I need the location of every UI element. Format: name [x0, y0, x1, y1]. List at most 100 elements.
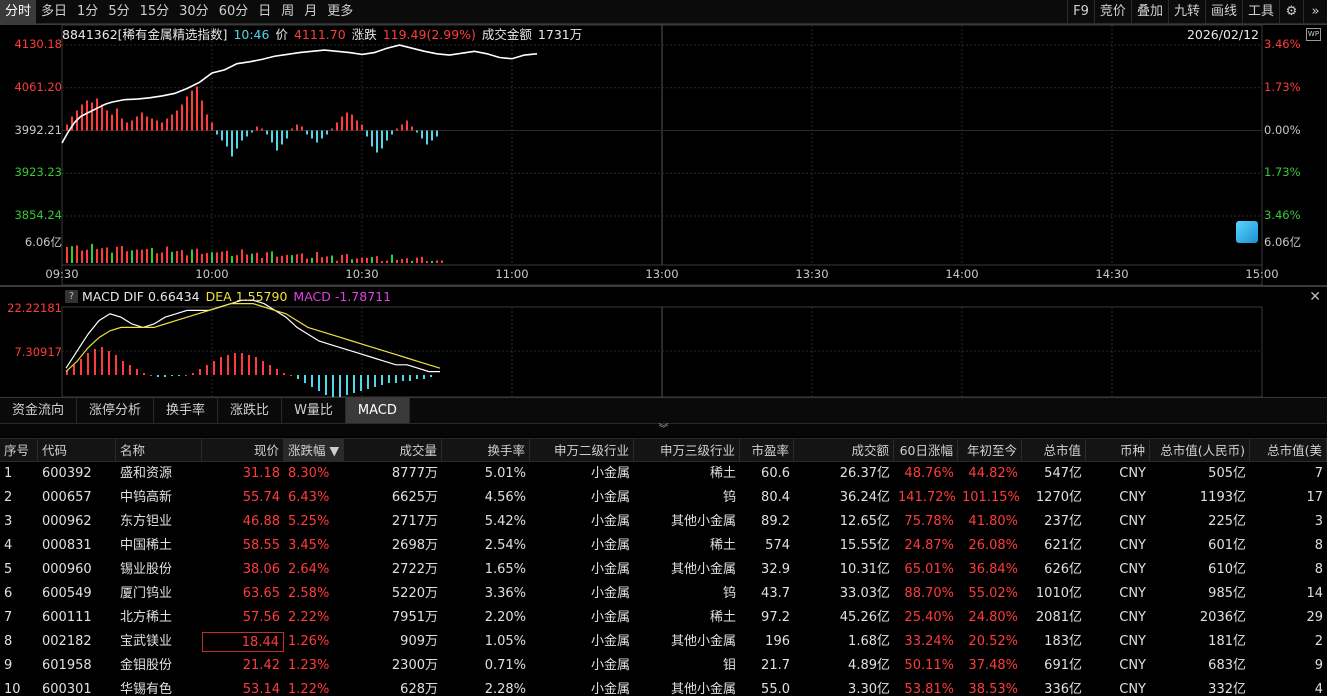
macd-histogram-bar: [318, 375, 320, 391]
price-line: [61, 44, 538, 144]
table-row[interactable]: 7 600111 北方稀土 57.56 2.22% 7951万 2.20% 小金属 稀土 97.2…: [0, 606, 1327, 630]
column-header[interactable]: 总市值(人民币): [1150, 439, 1250, 462]
price-axis-left-label: 3923.23: [14, 165, 62, 180]
column-header[interactable]: 申万三级行业: [634, 439, 740, 462]
column-header[interactable]: 年初至今: [958, 439, 1022, 462]
double-chevron-right-icon[interactable]: »: [1303, 0, 1327, 24]
breadth-bar: [161, 122, 163, 131]
column-header[interactable]: 总市值: [1022, 439, 1086, 462]
table-row[interactable]: 2 000657 中钨高新 55.74 6.43% 6625万 4.56% 小金属 钨 80.4 3…: [0, 486, 1327, 510]
table-cell: 628万: [400, 682, 438, 696]
tool-button[interactable]: 画线: [1204, 0, 1242, 24]
tool-button[interactable]: F9: [1067, 0, 1094, 24]
volume-bar: [421, 256, 423, 263]
breadth-bar: [416, 130, 418, 133]
table-cell: 小金属: [590, 562, 630, 577]
table-row[interactable]: 5 000960 锡业股份 38.06 2.64% 2722万 1.65% 小金属 其他小金属 3…: [0, 558, 1327, 582]
table-row[interactable]: 10 600301 华锡有色 53.14 1.22% 628万 2.28% 小金属 其他小金属 5…: [0, 678, 1327, 696]
period-tab[interactable]: 15分: [139, 4, 170, 19]
table-cell: 3: [1314, 514, 1323, 529]
column-header[interactable]: 名称: [116, 439, 202, 462]
breadth-bar: [211, 122, 213, 131]
gear-icon[interactable]: ⚙: [1279, 0, 1303, 24]
breadth-bar: [236, 130, 238, 149]
column-header[interactable]: 现价: [202, 439, 284, 462]
column-header[interactable]: 涨跌幅 ▼: [284, 439, 344, 462]
tool-button[interactable]: 叠加: [1130, 0, 1168, 24]
wp-icon[interactable]: WP: [1306, 28, 1321, 41]
period-tab[interactable]: 周: [281, 4, 295, 19]
indicator-tab[interactable]: 换手率: [154, 398, 219, 423]
column-header[interactable]: 币种: [1086, 439, 1150, 462]
period-tab[interactable]: 30分: [179, 4, 209, 19]
column-header[interactable]: 序号: [0, 439, 38, 462]
table-cell: 稀土: [709, 610, 736, 625]
period-tab[interactable]: 月: [304, 4, 318, 19]
column-header[interactable]: 市盈率: [740, 439, 794, 462]
indicator-tab[interactable]: W量比: [282, 398, 346, 423]
volume-bar: [366, 257, 368, 263]
table-cell: 小金属: [590, 538, 630, 553]
splitter-chevron-icon[interactable]: ︾: [0, 424, 1327, 436]
table-cell: 5.01%: [484, 466, 526, 481]
macd-histogram-bar: [185, 375, 187, 376]
table-cell: 36.84%: [968, 562, 1018, 577]
breadth-bar: [281, 130, 283, 145]
period-tab[interactable]: 5分: [108, 4, 130, 19]
table-cell: CNY: [1119, 490, 1146, 505]
table-cell: 1.65%: [484, 562, 526, 577]
period-tab[interactable]: 分时: [0, 0, 37, 24]
period-tab[interactable]: 多日: [41, 4, 68, 19]
breadth-bar: [71, 116, 73, 131]
intraday-price-chart[interactable]: 8841362[稀有金属精选指数] 10:46 价 4111.70 涨跌 119…: [0, 24, 1327, 286]
breadth-bar: [326, 130, 328, 135]
time-axis-label: 13:30: [795, 267, 829, 281]
column-header[interactable]: 总市值(美: [1250, 439, 1327, 462]
table-row[interactable]: 8 002182 宝武镁业 18.44 1.26% 909万 1.05% 小金属 其他小金属 19…: [0, 630, 1327, 654]
table-row[interactable]: 6 600549 厦门钨业 63.65 2.58% 5220万 3.36% 小金属 钨 43.7 3…: [0, 582, 1327, 606]
table-row[interactable]: 1 600392 盛和资源 31.18 8.30% 8777万 5.01% 小金属 稀土 60.6…: [0, 462, 1327, 486]
breadth-bar: [231, 130, 233, 157]
indicator-tab[interactable]: 资金流向: [0, 398, 78, 423]
macd-indicator-chart[interactable]: ? MACD DIF 0.66434 DEA 1.55790 MACD -1.7…: [0, 286, 1327, 398]
breadth-bar: [181, 104, 183, 131]
tool-button[interactable]: 竞价: [1093, 0, 1131, 24]
volume-axis-right-label: 6.06亿: [1264, 235, 1302, 249]
table-cell: 钨: [722, 586, 736, 601]
macd-histogram-bar: [395, 375, 397, 383]
tool-button[interactable]: 九转: [1167, 0, 1205, 24]
column-header[interactable]: 申万二级行业: [530, 439, 634, 462]
column-header[interactable]: 成交额: [794, 439, 894, 462]
indicator-tab[interactable]: 涨停分析: [77, 398, 155, 423]
indicator-tab[interactable]: MACD: [345, 398, 410, 423]
volume-bar: [121, 245, 123, 263]
macd-histogram-bar: [136, 369, 138, 375]
table-cell: 55.02%: [968, 586, 1018, 601]
column-header[interactable]: 代码: [38, 439, 116, 462]
table-row[interactable]: 9 601958 金钼股份 21.42 1.23% 2300万 0.71% 小金属 钼 21.7 4…: [0, 654, 1327, 678]
table-cell: 15.55亿: [839, 538, 890, 553]
period-tab[interactable]: 更多: [327, 4, 354, 19]
breadth-bar: [186, 96, 188, 131]
table-row[interactable]: 4 000831 中国稀土 58.55 3.45% 2698万 2.54% 小金属 稀土 574 1…: [0, 534, 1327, 558]
volume-bar: [381, 261, 383, 263]
side-panel-toggle-icon[interactable]: [1236, 221, 1258, 243]
period-tab[interactable]: 日: [258, 4, 272, 19]
column-header[interactable]: 成交量: [344, 439, 442, 462]
column-header[interactable]: 换手率: [442, 439, 530, 462]
macd-histogram-bar: [157, 375, 159, 377]
indicator-tab[interactable]: 涨跌比: [218, 398, 283, 423]
help-icon[interactable]: ?: [65, 290, 78, 303]
macd-value: -1.78711: [334, 289, 392, 304]
period-tab[interactable]: 1分: [77, 4, 99, 19]
macd-value-label: MACD: [293, 289, 331, 304]
close-icon[interactable]: ✕: [1309, 289, 1321, 305]
tool-button[interactable]: 工具: [1241, 0, 1279, 24]
macd-histogram-bar: [129, 365, 131, 375]
period-tab[interactable]: 60分: [218, 4, 249, 19]
table-cell: 金钼股份: [120, 658, 173, 673]
price-chart-svg: [61, 25, 1263, 286]
macd-histogram-bar: [346, 375, 348, 395]
table-row[interactable]: 3 000962 东方钽业 46.88 5.25% 2717万 5.42% 小金属 其他小金属 8…: [0, 510, 1327, 534]
column-header[interactable]: 60日涨幅: [894, 439, 958, 462]
